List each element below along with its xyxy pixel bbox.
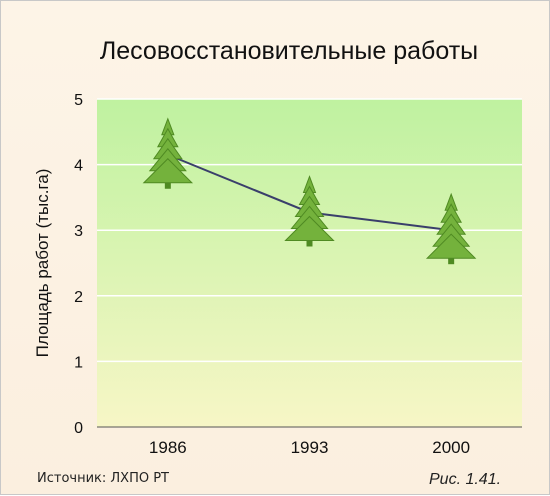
- y-tick-label: 1: [74, 354, 83, 371]
- x-tick-label: 2000: [432, 438, 470, 457]
- y-tick-label: 2: [74, 289, 83, 306]
- x-tick-label: 1986: [149, 438, 187, 457]
- chart-title: Лесовосстановительные работы: [100, 37, 478, 65]
- y-tick-label: 5: [74, 92, 83, 109]
- y-tick-label: 4: [74, 158, 83, 175]
- fir-tree-icon: [284, 175, 335, 247]
- y-tick-labels: 0 1 2 3 4 5: [74, 92, 83, 437]
- y-tick-label: 0: [74, 420, 83, 437]
- y-axis-label: Площадь работ (тыс.га): [33, 169, 52, 358]
- y-tick-label: 3: [74, 223, 83, 240]
- x-tick-label: 1993: [291, 438, 329, 457]
- source-note: Источник: ЛХПО РТ: [37, 471, 169, 486]
- data-markers: [142, 117, 477, 265]
- figure-caption: Рис. 1.41.: [429, 471, 502, 488]
- fir-tree-icon: [425, 192, 477, 265]
- fir-tree-icon: [142, 117, 194, 189]
- x-tick-labels: 1986 1993 2000: [149, 438, 470, 457]
